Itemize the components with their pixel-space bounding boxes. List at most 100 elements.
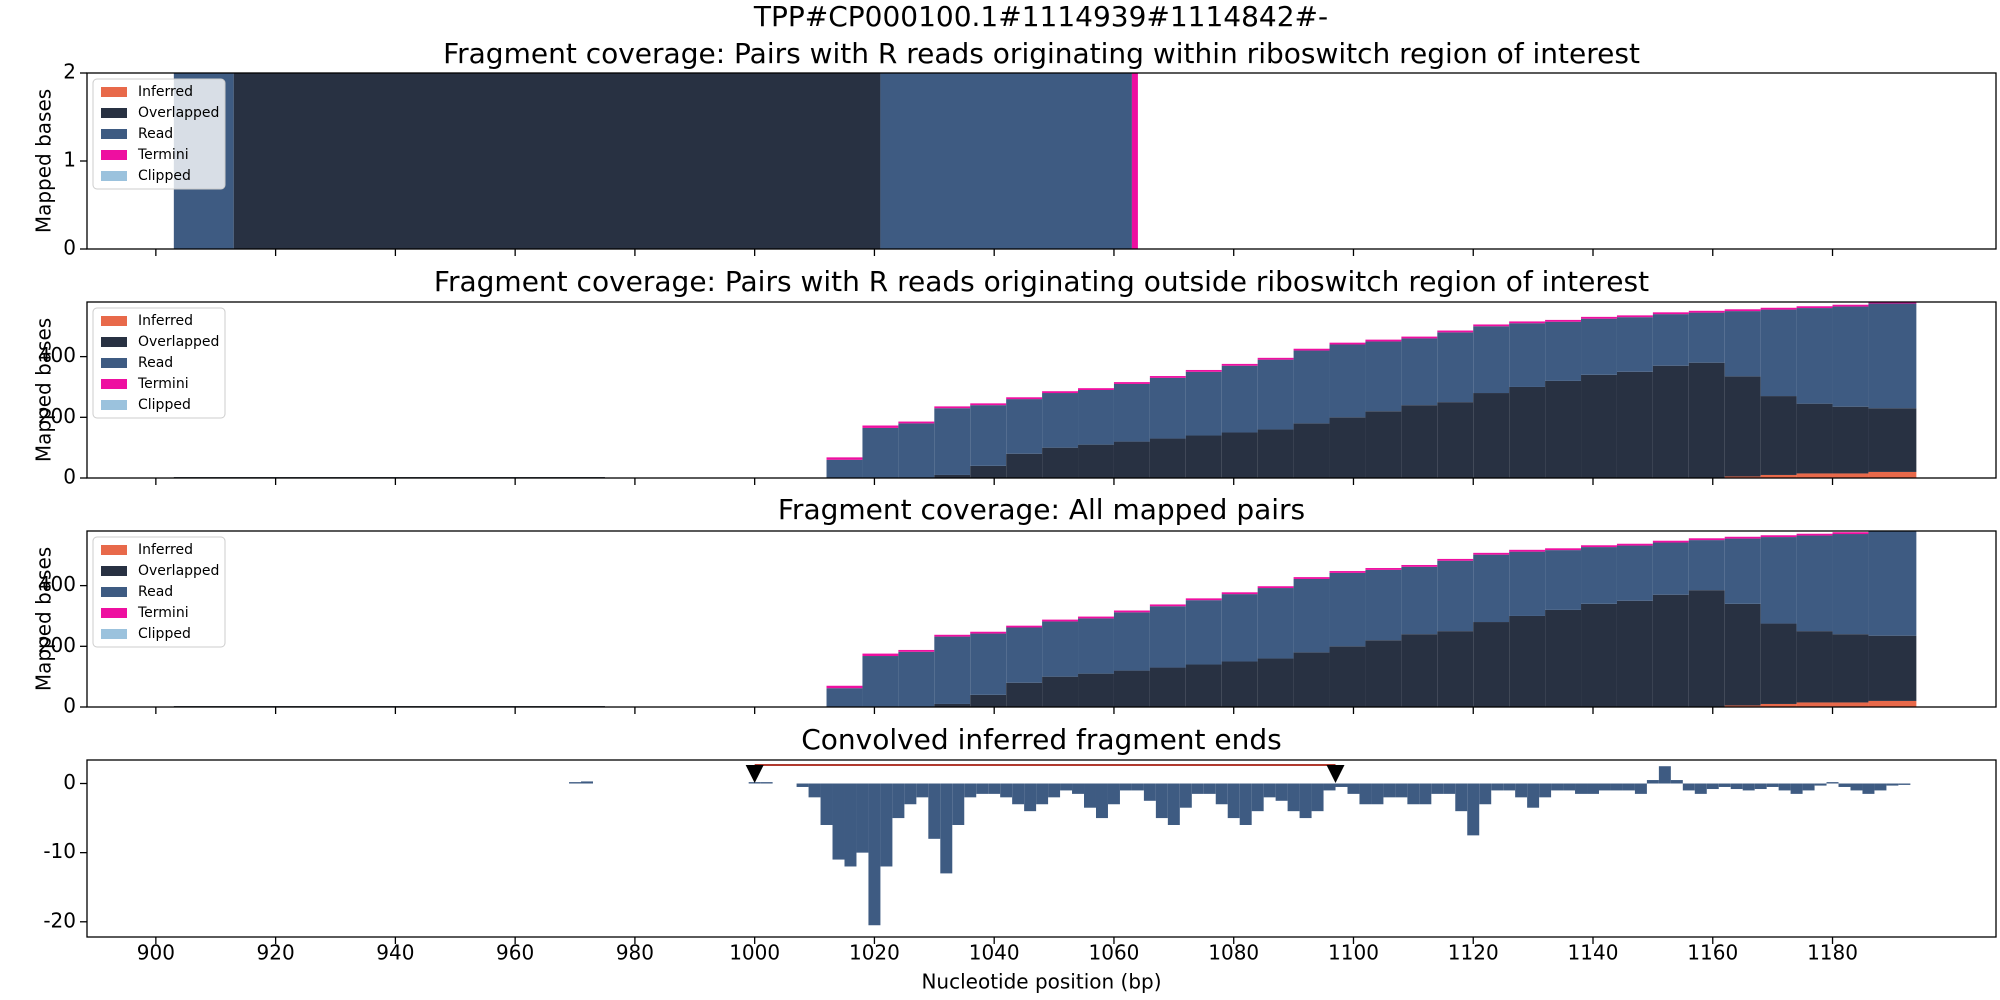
x-tick-label: 1000 <box>729 941 780 965</box>
coverage-segment <box>1221 432 1258 478</box>
coverage-segment <box>1652 542 1689 595</box>
y-tick-label: 0 <box>63 770 76 794</box>
bar <box>1275 783 1288 801</box>
bar <box>868 783 881 926</box>
bar <box>1754 783 1767 790</box>
legend-swatch <box>101 171 127 181</box>
coverage-segment <box>1652 594 1689 707</box>
bar <box>1826 782 1839 784</box>
plot-area <box>173 531 1917 707</box>
bar <box>1766 783 1779 787</box>
bar <box>1503 783 1516 791</box>
coverage-segment <box>1042 393 1079 448</box>
x-tick-label: 1040 <box>969 941 1020 965</box>
bar <box>1227 783 1240 819</box>
bar <box>1515 783 1528 798</box>
bar <box>1814 783 1827 786</box>
x-tick-label: 1060 <box>1089 941 1140 965</box>
coverage-segment <box>1509 551 1546 616</box>
coverage-segment <box>1545 380 1582 478</box>
coverage-segment <box>1401 634 1438 707</box>
coverage-segment <box>1616 371 1653 478</box>
bar <box>1898 783 1911 785</box>
coverage-segment <box>1257 658 1294 707</box>
coverage-segment <box>1832 634 1869 703</box>
y-tick-label: 0 <box>63 236 76 260</box>
bar <box>796 783 809 787</box>
coverage-segment <box>1113 610 1150 613</box>
coverage-segment <box>1185 598 1222 601</box>
bar <box>1119 783 1132 791</box>
bar <box>1359 783 1372 805</box>
bar <box>760 782 773 784</box>
coverage-segment <box>1293 578 1330 653</box>
x-tick-label: 1100 <box>1328 941 1379 965</box>
y-tick-label: 0 <box>63 694 76 718</box>
bar <box>1646 780 1659 784</box>
bar <box>904 783 917 805</box>
bar <box>1539 783 1552 798</box>
coverage-segment <box>1221 365 1258 433</box>
coverage-segment <box>1078 390 1114 445</box>
coverage-segment <box>1401 405 1438 478</box>
bar <box>1060 783 1073 791</box>
bar <box>808 783 821 798</box>
plot-area <box>569 766 1911 926</box>
y-tick-label: 1 <box>63 148 76 172</box>
coverage-segment <box>1796 308 1833 404</box>
coverage-segment <box>1868 635 1917 701</box>
coverage-segment <box>1688 310 1725 313</box>
coverage-segment <box>1293 423 1330 478</box>
coverage-segment <box>1113 612 1150 671</box>
bar <box>1802 783 1815 791</box>
coverage-segment <box>1078 616 1114 619</box>
coverage-segment <box>970 694 1007 707</box>
coverage-segment <box>1760 535 1797 538</box>
coverage-segment <box>1581 603 1617 707</box>
x-tick-label: 920 <box>257 941 295 965</box>
x-tick-label: 1120 <box>1448 941 1499 965</box>
coverage-segment <box>1545 321 1582 381</box>
coverage-segment <box>1185 369 1222 372</box>
legend-label: Termini <box>137 147 189 163</box>
coverage-segment <box>1365 341 1402 412</box>
bar <box>1155 783 1168 819</box>
bar <box>1790 783 1803 794</box>
y-axis-label: Mapped bases <box>32 89 56 233</box>
coverage-segment <box>1688 362 1725 478</box>
legend-swatch <box>101 129 127 139</box>
coverage-segment <box>1760 703 1797 707</box>
coverage-segment <box>1113 382 1150 384</box>
coverage-segment <box>1329 417 1366 478</box>
legend-label: Read <box>138 126 173 142</box>
coverage-segment <box>1042 621 1079 677</box>
coverage-segment <box>1509 323 1546 387</box>
axes-frame <box>86 759 1997 938</box>
legend: Inferred Overlapped Read Termini Clipped <box>92 536 226 648</box>
bar <box>1036 783 1049 805</box>
bar <box>988 783 1001 794</box>
coverage-segment <box>1688 540 1725 591</box>
legend-swatch <box>101 108 127 118</box>
legend-box <box>92 307 226 419</box>
bar <box>1000 783 1013 798</box>
bar <box>1598 783 1611 791</box>
legend-swatch <box>101 379 127 389</box>
coverage-segment <box>1509 386 1546 478</box>
coverage-segment <box>862 653 899 657</box>
x-tick-label: 1020 <box>849 941 900 965</box>
coverage-segment <box>1221 661 1258 707</box>
coverage-segment <box>1724 705 1761 707</box>
coverage-segment <box>1796 533 1833 536</box>
coverage-segment <box>826 685 863 689</box>
legend-label: Inferred <box>138 313 193 329</box>
coverage-segment <box>1832 304 1869 307</box>
bar <box>1024 783 1037 812</box>
coverage-segment <box>1616 600 1653 707</box>
coverage-segment <box>970 633 1007 695</box>
bar <box>1048 783 1061 798</box>
y-axis-label: Mapped bases <box>32 318 56 462</box>
coverage-segment <box>826 688 863 707</box>
chart-title: Convolved inferred fragment ends <box>801 723 1282 756</box>
